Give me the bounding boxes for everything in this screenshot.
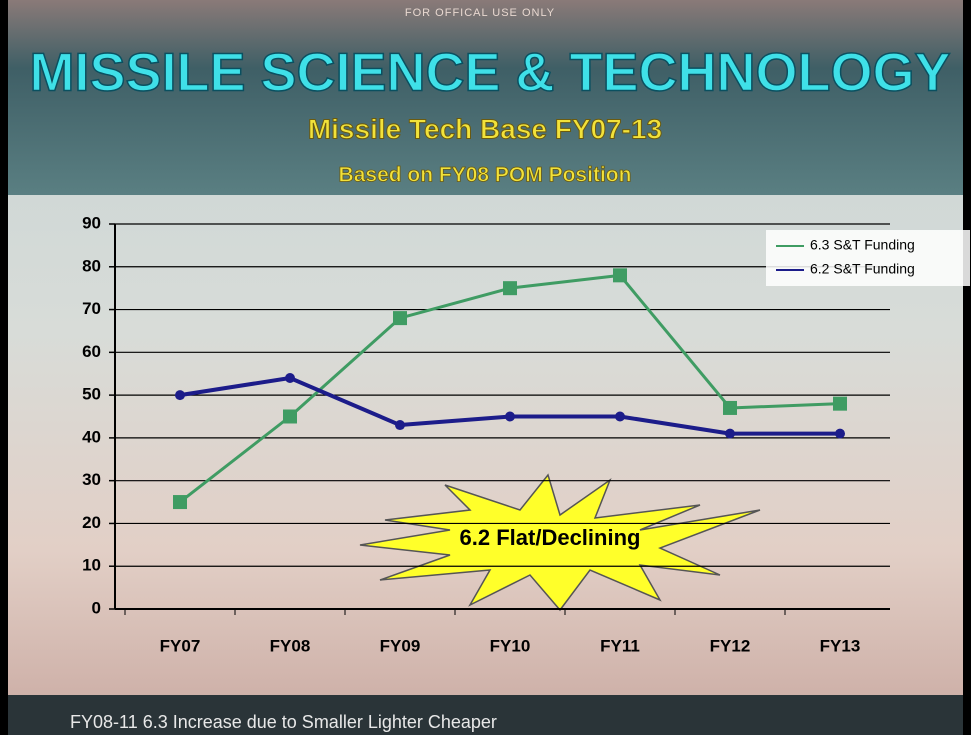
x-tick-label: FY07 <box>160 636 201 655</box>
point-marker <box>615 412 625 422</box>
legend-label: 6.3 S&T Funding <box>810 237 915 253</box>
x-tick-label: FY10 <box>490 636 531 655</box>
point-marker <box>723 401 737 415</box>
legend-label: 6.2 S&T Funding <box>810 261 915 277</box>
x-tick-label: FY09 <box>380 636 421 655</box>
y-tick-label: 80 <box>82 256 101 275</box>
point-marker <box>285 373 295 383</box>
point-marker <box>613 268 627 282</box>
slide-title: MISSILE SCIENCE & TECHNOLOGY <box>29 42 950 102</box>
y-tick-label: 40 <box>82 427 101 446</box>
legend: 6.3 S&T Funding 6.2 S&T Funding <box>766 230 970 286</box>
x-tick-label: FY08 <box>270 636 311 655</box>
point-marker <box>833 397 847 411</box>
point-marker <box>395 420 405 430</box>
point-marker <box>393 311 407 325</box>
y-tick-label: 0 <box>92 598 101 617</box>
x-tick-label: FY13 <box>820 636 861 655</box>
point-marker <box>835 429 845 439</box>
y-tick-label: 90 <box>82 213 101 232</box>
y-tick-label: 20 <box>82 513 101 532</box>
chart-subtitle: Based on FY08 POM Position <box>339 164 632 187</box>
point-marker <box>283 410 297 424</box>
point-marker <box>503 281 517 295</box>
y-tick-label: 10 <box>82 556 101 575</box>
chart-title: Missile Tech Base FY07-13 <box>308 113 662 144</box>
classification: FOR OFFICAL USE ONLY <box>405 7 555 19</box>
x-tick-label: FY12 <box>710 636 751 655</box>
slide: FOR OFFICAL USE ONLY MISSILE SCIENCE & T… <box>0 0 971 735</box>
point-marker <box>505 412 515 422</box>
y-tick-label: 50 <box>82 385 101 404</box>
y-tick-label: 30 <box>82 470 101 489</box>
y-tick-label: 60 <box>82 342 101 361</box>
footer-text: FY08-11 6.3 Increase due to Smaller Ligh… <box>70 712 497 732</box>
point-marker <box>725 429 735 439</box>
x-tick-label: FY11 <box>600 636 640 655</box>
point-marker <box>175 390 185 400</box>
point-marker <box>173 495 187 509</box>
y-tick-label: 70 <box>82 299 101 318</box>
callout-text: 6.2 Flat/Declining <box>460 525 641 550</box>
